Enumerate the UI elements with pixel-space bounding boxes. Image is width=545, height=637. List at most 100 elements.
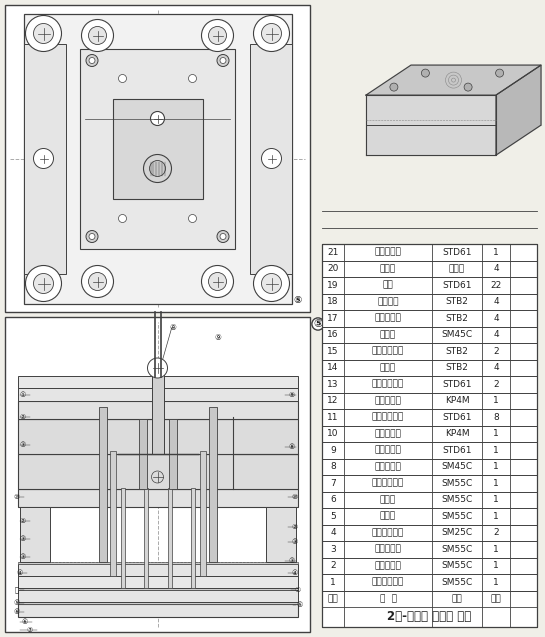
Text: 14: 14 (328, 363, 338, 372)
Text: 1: 1 (493, 479, 499, 488)
Text: ⑳: ⑳ (15, 587, 19, 593)
Text: ⑨: ⑨ (289, 392, 295, 398)
Text: 1: 1 (493, 446, 499, 455)
Polygon shape (366, 95, 496, 155)
Text: STD61: STD61 (442, 248, 472, 257)
Circle shape (33, 24, 53, 43)
Circle shape (82, 266, 113, 297)
Bar (5, 317, 310, 632)
Bar (152, 364, 164, 454)
Text: 8: 8 (493, 413, 499, 422)
Text: ⑥: ⑥ (14, 609, 20, 615)
Text: 3: 3 (330, 545, 336, 554)
Text: ③: ③ (292, 539, 298, 545)
Text: 재질: 재질 (452, 594, 462, 603)
Circle shape (262, 148, 282, 169)
Text: 가동측형판: 가동측형판 (374, 545, 402, 554)
Text: ①: ① (20, 392, 26, 398)
Circle shape (220, 234, 226, 240)
Bar (23, 13, 292, 303)
Bar (23, 43, 65, 273)
Circle shape (189, 215, 197, 222)
Text: 1: 1 (493, 578, 499, 587)
Text: ③: ③ (289, 558, 295, 564)
Text: 4: 4 (330, 528, 336, 537)
Text: ⑥: ⑥ (22, 619, 28, 625)
Text: 1: 1 (493, 248, 499, 257)
Text: ⑤: ⑤ (14, 600, 20, 606)
Bar (17, 454, 298, 489)
Text: ②: ② (292, 524, 298, 530)
Polygon shape (366, 65, 541, 95)
Text: ⑧: ⑧ (289, 444, 295, 450)
Text: 2: 2 (493, 380, 499, 389)
Text: STB2: STB2 (446, 347, 469, 355)
Text: SM45C: SM45C (441, 462, 473, 471)
Text: SM55C: SM55C (441, 479, 473, 488)
Circle shape (217, 55, 229, 66)
Circle shape (118, 215, 126, 222)
Circle shape (217, 231, 229, 243)
Circle shape (390, 83, 398, 91)
Bar (110, 451, 116, 576)
Bar (20, 507, 50, 562)
Bar (17, 590, 298, 602)
Text: 4: 4 (493, 297, 499, 306)
Text: 17: 17 (327, 314, 339, 323)
Text: 번호: 번호 (328, 594, 338, 603)
Text: ⑨: ⑨ (214, 333, 221, 341)
Text: 1: 1 (493, 396, 499, 405)
Bar (167, 488, 172, 588)
Text: ⑩: ⑩ (14, 494, 20, 500)
Text: 20: 20 (328, 264, 338, 273)
Text: 5: 5 (330, 512, 336, 521)
Circle shape (150, 111, 165, 125)
Text: 가동측설치판: 가동측설치판 (372, 479, 404, 488)
Text: 스케이서칠록: 스케이서칠록 (372, 528, 404, 537)
Text: SM25C: SM25C (441, 528, 473, 537)
Bar (80, 48, 235, 248)
Text: ⑤: ⑤ (297, 602, 303, 608)
Text: ②: ② (20, 414, 26, 420)
Bar (209, 407, 216, 562)
Text: 1: 1 (493, 429, 499, 438)
Text: 13: 13 (327, 380, 339, 389)
Text: 1: 1 (330, 578, 336, 587)
Polygon shape (496, 65, 541, 155)
Circle shape (421, 69, 429, 77)
Text: 2: 2 (330, 561, 336, 570)
Text: 7: 7 (330, 479, 336, 488)
Text: 22: 22 (490, 281, 501, 290)
Circle shape (209, 27, 227, 45)
Text: 1: 1 (493, 561, 499, 570)
Circle shape (495, 69, 504, 77)
Text: 2단-사이드 게이트 금형: 2단-사이드 게이트 금형 (387, 610, 471, 624)
Text: STB2: STB2 (446, 363, 469, 372)
Text: 19: 19 (327, 281, 339, 290)
Text: 1: 1 (493, 545, 499, 554)
Text: STD61: STD61 (442, 380, 472, 389)
Bar (17, 419, 298, 454)
Text: 4: 4 (493, 264, 499, 273)
Bar (120, 488, 124, 588)
Bar (17, 604, 298, 617)
Text: 수량: 수량 (490, 594, 501, 603)
Bar (265, 507, 295, 562)
Text: 리턴편: 리턴편 (380, 363, 396, 372)
Text: 가이드관: 가이드관 (377, 297, 399, 306)
Text: STB2: STB2 (446, 314, 469, 323)
Bar (138, 419, 147, 489)
Text: 상판판: 상판판 (380, 512, 396, 521)
Circle shape (26, 15, 62, 52)
Text: ②: ② (295, 587, 301, 593)
Text: 4: 4 (493, 330, 499, 340)
Text: 고정측코어편: 고정측코어편 (372, 413, 404, 422)
Text: STD61: STD61 (442, 413, 472, 422)
Circle shape (118, 75, 126, 83)
Text: KP4M: KP4M (445, 396, 469, 405)
Bar (17, 376, 298, 388)
Text: 4: 4 (493, 363, 499, 372)
Text: SM55C: SM55C (441, 578, 473, 587)
Circle shape (88, 27, 106, 45)
Text: 고정측설치판: 고정측설치판 (372, 578, 404, 587)
